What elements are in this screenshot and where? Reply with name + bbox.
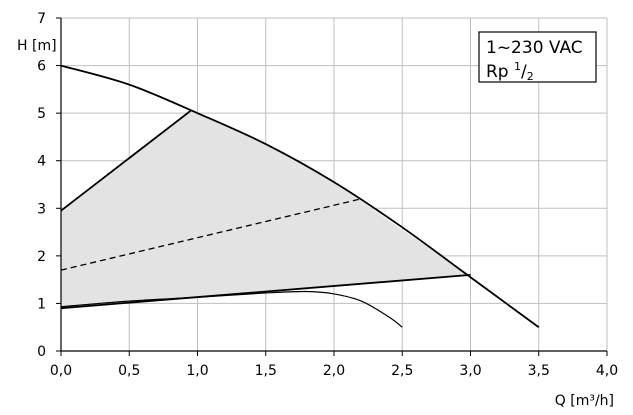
- y-tick-label: 3: [37, 201, 46, 217]
- series-dashed-control-line: [60, 198, 362, 271]
- y-tick-label: 7: [37, 11, 46, 27]
- operating-area: [61, 110, 471, 308]
- axes: [56, 17, 608, 356]
- x-tick-label: 1,0: [186, 363, 208, 379]
- x-tick-label: 4,0: [596, 363, 618, 379]
- legend-fraction-sep: /: [521, 62, 527, 82]
- x-tick-label: 2,5: [391, 363, 413, 379]
- x-axis-title: Q [m³/h]: [555, 393, 614, 409]
- y-tick-label: 6: [37, 59, 46, 75]
- legend-fraction-num: 1: [514, 60, 521, 73]
- y-tick-label: 5: [37, 106, 46, 122]
- legend-voltage: 1~230 VAC: [486, 38, 583, 58]
- y-axis-title: H [m]: [17, 38, 57, 54]
- legend-connection-prefix: Rp: [486, 62, 514, 82]
- y-tick-label: 4: [37, 154, 46, 170]
- series-upper-control-line: [60, 110, 192, 212]
- x-tick-label: 0,5: [118, 363, 140, 379]
- legend-frame: [478, 31, 597, 83]
- series-layer: [60, 64, 540, 328]
- y-tick-label: 1: [37, 296, 46, 312]
- x-tick-label: 3,0: [459, 363, 481, 379]
- x-tick-label: 1,5: [255, 363, 277, 379]
- legend-fraction-den: 2: [527, 70, 534, 83]
- y-tick-label: 2: [37, 249, 46, 265]
- y-tick-label: 0: [37, 344, 46, 360]
- x-tick-label: 0,0: [50, 363, 72, 379]
- series-lower-boundary: [60, 273, 471, 310]
- legend-box: 1~230 VAC Rp 1/2: [478, 31, 597, 83]
- series-min-curve: [60, 290, 403, 328]
- x-tick-label: 3,5: [528, 363, 550, 379]
- x-tick-label: 2,0: [323, 363, 345, 379]
- legend-connection: Rp 1/2: [486, 60, 534, 83]
